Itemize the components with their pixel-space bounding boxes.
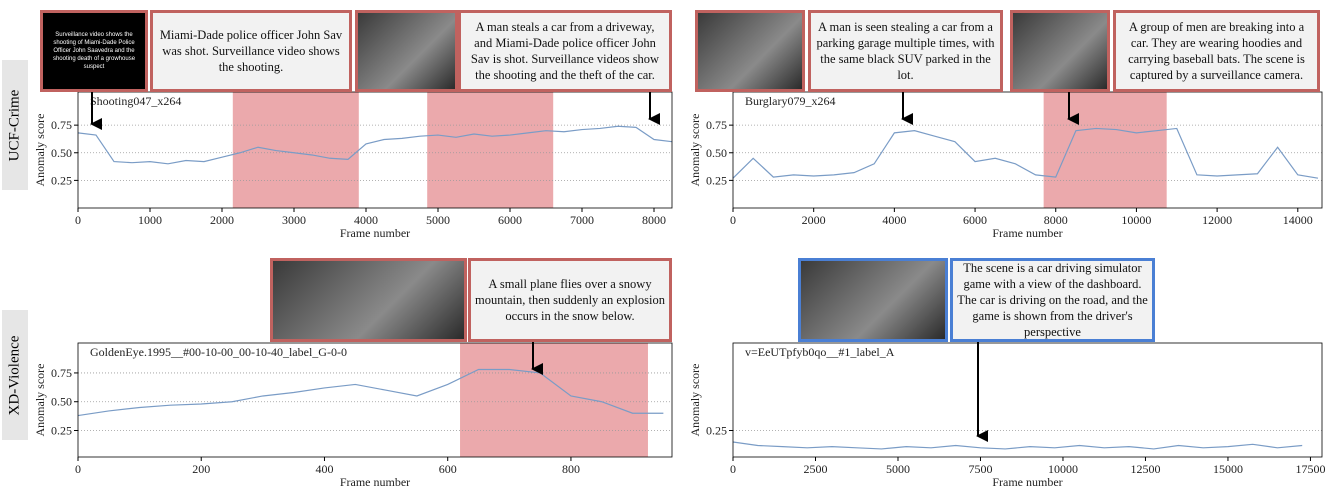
y-tick-label: 0.25	[706, 173, 727, 187]
video-name: Shooting047_x264	[90, 94, 181, 108]
x-tick-label: 4000	[882, 213, 906, 227]
y-tick-label: 0.25	[51, 173, 72, 187]
x-axis-label: Frame number	[340, 226, 410, 240]
caption: A man steals a car from a driveway, and …	[458, 10, 672, 92]
figure: UCF-Crime XD-Violence 0.250.500.75010002…	[0, 0, 1325, 487]
y-tick-label: 0.75	[51, 366, 72, 380]
video-frame: Surveillance video shows the shooting of…	[40, 10, 148, 92]
x-tick-label: 0	[730, 462, 736, 476]
score-line	[733, 442, 1302, 449]
video-name: Burglary079_x264	[745, 94, 835, 108]
x-tick-label: 1000	[138, 213, 162, 227]
y-tick-label: 0.75	[706, 118, 727, 132]
anomaly-region	[460, 343, 648, 457]
x-tick-label: 4000	[354, 213, 378, 227]
y-axis-label: Anomaly score	[688, 114, 702, 187]
x-tick-label: 2500	[803, 462, 827, 476]
x-tick-label: 17500	[1295, 462, 1325, 476]
x-axis-label: Frame number	[992, 226, 1062, 240]
video-name: GoldenEye.1995__#00-10-00_00-10-40_label…	[90, 345, 347, 359]
x-tick-label: 7500	[968, 462, 992, 476]
x-tick-label: 2000	[210, 213, 234, 227]
score-line	[78, 126, 672, 164]
x-tick-label: 12500	[1130, 462, 1160, 476]
x-tick-label: 400	[315, 462, 333, 476]
x-tick-label: 0	[730, 213, 736, 227]
plot-frame	[78, 92, 672, 208]
caption: A man is seen stealing a car from a park…	[808, 10, 1003, 92]
x-tick-label: 0	[75, 213, 81, 227]
x-tick-label: 200	[192, 462, 210, 476]
x-tick-label: 3000	[282, 213, 306, 227]
y-axis-label: Anomaly score	[688, 364, 702, 437]
video-frame	[695, 10, 805, 92]
video-frame	[270, 258, 467, 342]
x-tick-label: 7000	[570, 213, 594, 227]
plot-frame	[733, 92, 1322, 208]
x-tick-label: 12000	[1202, 213, 1232, 227]
y-tick-label: 0.25	[706, 424, 727, 438]
x-tick-label: 8000	[642, 213, 666, 227]
y-axis-label: Anomaly score	[33, 364, 47, 437]
x-axis-label: Frame number	[340, 475, 410, 487]
video-frame	[798, 258, 948, 342]
y-tick-label: 0.75	[51, 118, 72, 132]
x-tick-label: 5000	[426, 213, 450, 227]
caption: The scene is a car driving simulator gam…	[950, 258, 1155, 342]
caption: A group of men are breaking into a car. …	[1113, 10, 1320, 92]
x-tick-label: 14000	[1283, 213, 1313, 227]
y-tick-label: 0.50	[51, 395, 72, 409]
y-tick-label: 0.25	[51, 424, 72, 438]
caption: A small plane flies over a snowy mountai…	[468, 258, 672, 342]
y-axis-label: Anomaly score	[33, 114, 47, 187]
plot-frame	[733, 343, 1322, 457]
x-tick-label: 10000	[1121, 213, 1151, 227]
x-tick-label: 0	[75, 462, 81, 476]
anomaly-region	[1044, 92, 1167, 208]
caption: Miami-Dade police officer John Sav was s…	[150, 10, 352, 92]
y-tick-label: 0.50	[706, 146, 727, 160]
video-name: v=EeUTpfyb0qo__#1_label_A	[745, 345, 895, 359]
x-tick-label: 800	[562, 462, 580, 476]
video-frame	[1010, 10, 1110, 92]
score-line	[733, 128, 1318, 178]
x-tick-label: 600	[439, 462, 457, 476]
x-tick-label: 10000	[1048, 462, 1078, 476]
x-tick-label: 2000	[802, 213, 826, 227]
x-tick-label: 6000	[963, 213, 987, 227]
x-axis-label: Frame number	[992, 475, 1062, 487]
x-tick-label: 5000	[886, 462, 910, 476]
x-tick-label: 8000	[1044, 213, 1068, 227]
y-tick-label: 0.50	[51, 146, 72, 160]
x-tick-label: 6000	[498, 213, 522, 227]
anomaly-region	[427, 92, 553, 208]
anomaly-region	[233, 92, 359, 208]
video-frame	[355, 10, 458, 92]
x-tick-label: 15000	[1213, 462, 1243, 476]
